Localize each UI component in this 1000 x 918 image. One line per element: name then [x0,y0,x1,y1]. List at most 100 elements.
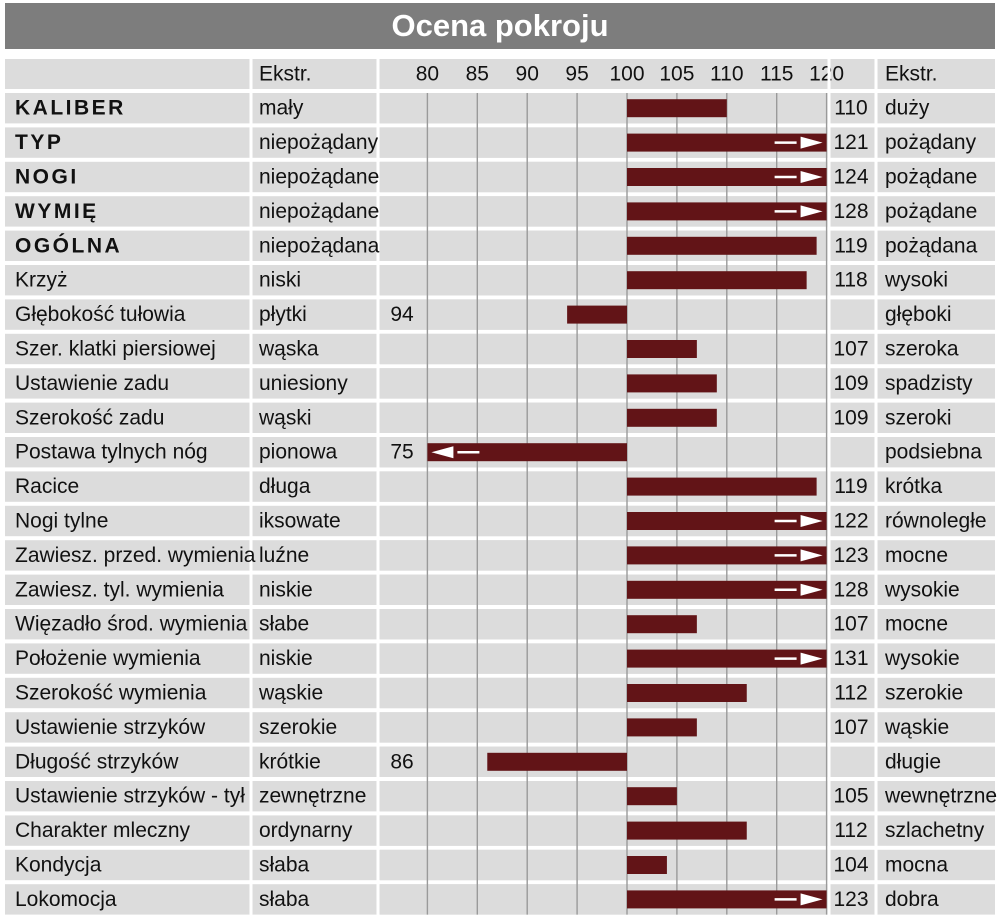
left-extreme-label: zewnętrzne [259,785,366,808]
x-tick-label: 110 [710,63,743,86]
row-plot-cell [380,333,829,365]
trait-label: WYMIĘ [15,200,99,223]
x-tick-label: 95 [565,63,588,86]
row-plot-cell [380,781,829,812]
right-extreme-label: długie [885,750,941,773]
value-label: 107 [833,613,868,636]
right-extreme-label: duży [885,97,930,120]
row-plot-cell [380,677,829,709]
right-extreme-label: szeroka [885,338,959,361]
bar [487,752,627,771]
value-label: 107 [833,338,868,361]
bar [627,649,827,668]
value-label: 123 [833,888,868,911]
bar [627,202,827,221]
bar [627,236,817,255]
bar [627,271,807,290]
left-extreme-label: długa [259,475,311,498]
trait-label: OGÓLNA [15,233,122,257]
right-extreme-label: mocne [885,544,948,567]
value-label: 122 [833,510,868,533]
right-extreme-label: spadzisty [885,372,973,395]
left-extreme-label: niepożądana [259,234,380,257]
trait-label: Krzyż [15,269,68,292]
bar [627,821,747,840]
left-extreme-label: niskie [259,647,313,670]
left-extreme-label: pionowa [259,441,338,464]
x-tick-label: 90 [516,63,539,86]
value-label: 124 [833,166,868,189]
x-tick-label: 85 [466,63,489,86]
x-tick-label: 105 [659,63,694,86]
right-extreme-label: podsiebna [885,441,982,464]
trait-label: Szerokość zadu [15,406,164,429]
right-extreme-label: dobra [885,888,939,911]
left-extreme-label: wąski [258,406,312,429]
trait-label: Lokomocja [15,888,117,911]
bar [627,684,747,702]
left-extreme-label: niski [259,269,301,292]
trait-label: Kondycja [15,854,102,877]
row-plot-cell [380,712,829,743]
trait-label: Postawa tylnych nóg [15,441,208,464]
left-extreme-label: niepożądany [259,131,379,154]
left-extreme-label: niepożądane [259,200,379,223]
left-extreme-label: słaba [259,888,310,911]
trait-label: Charakter mleczny [15,819,191,842]
trait-label: TYP [15,131,63,154]
bar [567,305,627,324]
value-label: 112 [834,819,867,842]
value-label: 86 [390,750,413,773]
trait-label: Szer. klatki piersiowej [15,338,216,361]
value-label: 110 [834,97,867,120]
right-extreme-label: pożądane [885,166,977,189]
right-extreme-label: pożądana [885,234,978,257]
row-plot-cell [380,368,829,399]
trait-label: Głębokość tułowia [15,303,186,326]
bar [627,477,817,496]
x-tick-label: 80 [416,63,439,86]
value-label: 104 [833,854,868,877]
trait-label: Długość strzyków [15,750,179,773]
row-plot-cell [380,815,829,846]
right-extreme-label: wysokie [884,578,960,601]
value-label: 119 [834,234,867,257]
overflow-arrow-icon [800,171,823,183]
overflow-arrow-icon [800,205,823,218]
right-extreme-label: wąskie [884,716,949,739]
bar [627,856,667,874]
value-label: 112 [834,682,867,705]
left-extreme-label: słabe [259,613,309,636]
value-label: 109 [833,406,868,429]
left-extreme-label: krótkie [259,750,321,773]
bar [627,890,827,909]
value-label: 128 [833,200,868,223]
overflow-arrow-icon [431,446,454,459]
header-right-extreme: Ekstr. [885,63,938,86]
chart-title: Ocena pokroju [5,3,995,49]
right-extreme-label: pożądany [885,131,977,154]
bar [627,340,697,358]
left-extreme-label: niepożądane [259,166,379,189]
overflow-arrow-icon [800,136,823,149]
x-tick-label: 100 [609,63,644,86]
value-label: 105 [833,785,868,808]
value-label: 94 [390,303,414,326]
trait-label: Racice [15,475,79,498]
value-label: 123 [833,544,868,567]
left-extreme-label: płytki [259,303,307,326]
left-extreme-label: wąska [258,338,319,361]
bar [627,168,827,186]
right-extreme-label: wysokie [884,647,960,670]
row-plot-cell [380,402,829,433]
left-extreme-label: uniesiony [259,372,348,395]
right-extreme-label: mocna [885,854,948,877]
bar [627,408,717,427]
left-extreme-label: szerokie [259,716,337,739]
left-extreme-label: iksowate [259,510,341,533]
value-label: 121 [833,131,868,154]
trait-label: Więzadło środ. wymienia [15,613,248,636]
bar [627,615,697,634]
x-tick-label: 120 [809,63,844,86]
